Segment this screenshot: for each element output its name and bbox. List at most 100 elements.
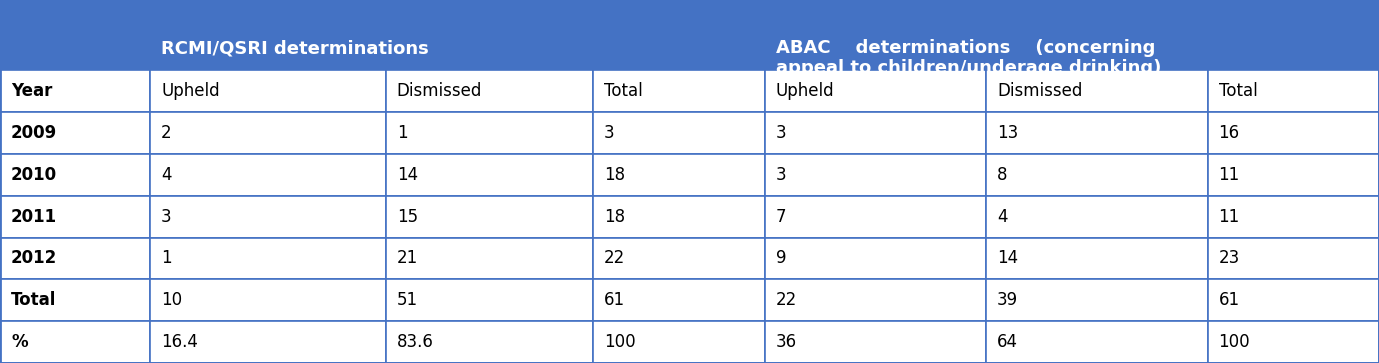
Text: Total: Total — [11, 291, 57, 309]
Bar — [764, 154, 986, 196]
Text: 64: 64 — [997, 333, 1018, 351]
Text: Total: Total — [1219, 82, 1258, 100]
Text: 14: 14 — [397, 166, 418, 184]
Bar — [1208, 154, 1379, 196]
Text: 16.4: 16.4 — [161, 333, 199, 351]
Bar — [386, 112, 593, 154]
Text: 4: 4 — [161, 166, 171, 184]
Bar — [0, 321, 150, 363]
Bar — [150, 70, 386, 112]
Bar — [986, 70, 1208, 112]
Bar — [386, 154, 593, 196]
Text: 2: 2 — [161, 124, 172, 142]
Text: Dismissed: Dismissed — [397, 82, 483, 100]
Bar — [764, 0, 986, 70]
Bar — [764, 0, 1379, 70]
Text: 83.6: 83.6 — [397, 333, 434, 351]
Bar — [1208, 70, 1379, 112]
Text: 51: 51 — [397, 291, 418, 309]
Bar — [764, 112, 986, 154]
Bar — [593, 112, 764, 154]
Text: RCMI/QSRI determinations: RCMI/QSRI determinations — [161, 39, 429, 57]
Bar — [0, 196, 150, 237]
Bar — [150, 280, 386, 321]
Text: 11: 11 — [1219, 208, 1240, 225]
Text: 36: 36 — [775, 333, 797, 351]
Bar — [593, 321, 764, 363]
Bar — [1208, 280, 1379, 321]
Text: 18: 18 — [604, 208, 625, 225]
Bar — [0, 0, 150, 70]
Bar — [386, 237, 593, 280]
Text: 18: 18 — [604, 166, 625, 184]
Bar — [764, 196, 986, 237]
Bar — [986, 321, 1208, 363]
Text: %: % — [11, 333, 28, 351]
Text: 16: 16 — [1219, 124, 1240, 142]
Bar — [386, 196, 593, 237]
Text: 3: 3 — [775, 124, 786, 142]
Text: 1: 1 — [397, 124, 407, 142]
Text: 22: 22 — [775, 291, 797, 309]
Bar — [0, 237, 150, 280]
Bar — [593, 196, 764, 237]
Text: Upheld: Upheld — [161, 82, 219, 100]
Bar — [764, 237, 986, 280]
Text: ABAC    determinations    (concerning
appeal to children/underage drinking): ABAC determinations (concerning appeal t… — [775, 38, 1161, 77]
Text: 4: 4 — [997, 208, 1008, 225]
Bar — [593, 280, 764, 321]
Bar — [1208, 321, 1379, 363]
Bar — [150, 196, 386, 237]
Text: 2010: 2010 — [11, 166, 57, 184]
Bar — [986, 154, 1208, 196]
Text: 10: 10 — [161, 291, 182, 309]
Bar — [986, 196, 1208, 237]
Bar — [986, 237, 1208, 280]
Text: 21: 21 — [397, 249, 418, 268]
Bar — [150, 154, 386, 196]
Text: 100: 100 — [604, 333, 636, 351]
Bar — [150, 112, 386, 154]
Text: 2011: 2011 — [11, 208, 57, 225]
Text: 8: 8 — [997, 166, 1008, 184]
Text: 3: 3 — [604, 124, 615, 142]
Text: Upheld: Upheld — [775, 82, 834, 100]
Bar — [593, 70, 764, 112]
Text: 100: 100 — [1219, 333, 1251, 351]
Bar — [386, 70, 593, 112]
Text: 7: 7 — [775, 208, 786, 225]
Text: 13: 13 — [997, 124, 1018, 142]
Bar — [1208, 237, 1379, 280]
Bar — [0, 154, 150, 196]
Bar — [0, 70, 150, 112]
Bar — [593, 154, 764, 196]
Text: 3: 3 — [161, 208, 172, 225]
Text: 22: 22 — [604, 249, 625, 268]
Text: 14: 14 — [997, 249, 1018, 268]
Text: 61: 61 — [1219, 291, 1240, 309]
Text: 23: 23 — [1219, 249, 1240, 268]
Bar — [986, 280, 1208, 321]
Bar — [764, 70, 986, 112]
Bar — [150, 321, 386, 363]
Bar — [150, 0, 764, 70]
Text: 9: 9 — [775, 249, 786, 268]
Text: 3: 3 — [775, 166, 786, 184]
Text: Year: Year — [11, 82, 52, 100]
Text: Total: Total — [604, 82, 643, 100]
Bar — [986, 112, 1208, 154]
Text: 1: 1 — [161, 249, 172, 268]
Bar — [1208, 112, 1379, 154]
Bar — [593, 237, 764, 280]
Bar — [0, 112, 150, 154]
Bar — [0, 280, 150, 321]
Bar — [386, 321, 593, 363]
Bar — [764, 321, 986, 363]
Text: Dismissed: Dismissed — [997, 82, 1083, 100]
Text: 39: 39 — [997, 291, 1018, 309]
Text: 15: 15 — [397, 208, 418, 225]
Bar — [386, 280, 593, 321]
Bar — [764, 280, 986, 321]
Bar — [150, 237, 386, 280]
Bar — [1208, 196, 1379, 237]
